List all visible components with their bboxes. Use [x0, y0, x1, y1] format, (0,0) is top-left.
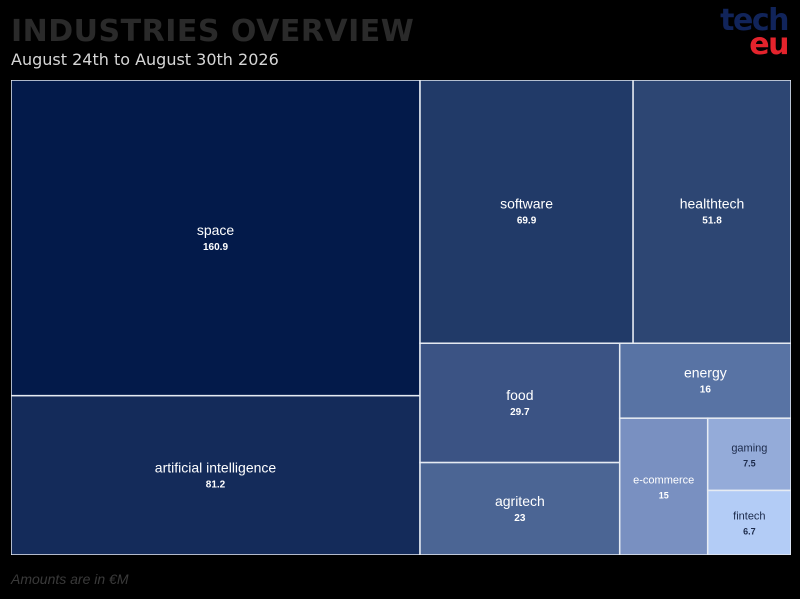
logo-text-eu: eu [749, 27, 789, 62]
tile-fintech: fintech 6.7 [706, 489, 791, 555]
tile-value: 69.9 [517, 216, 537, 227]
tile-label: food [506, 387, 533, 403]
tile-food: food 29.7 [419, 342, 621, 464]
tile-label: healthtech [680, 196, 745, 212]
tile-label: gaming [731, 442, 767, 454]
tile-label: energy [684, 365, 727, 381]
tile-value: 160.9 [203, 242, 228, 253]
tile-rect [419, 461, 621, 555]
tile-label: e-commerce [633, 475, 694, 487]
tile-artificial-intelligence: artificial intelligence 81.2 [11, 394, 421, 555]
logo-text-tech: tech [720, 3, 789, 38]
tile-value: 7.5 [743, 458, 756, 468]
tile-healthtech: healthtech 51.8 [632, 80, 791, 344]
tile-value: 51.8 [702, 216, 722, 227]
tile-rect [618, 417, 709, 555]
tile-value: 15 [659, 491, 669, 501]
tile-rect [11, 80, 421, 397]
tile-value: 6.7 [743, 527, 756, 537]
tile-rect [11, 394, 421, 555]
tile-e-commerce: e-commerce 15 [618, 417, 709, 555]
tile-energy: energy 16 [618, 342, 791, 419]
tile-software: software 69.9 [419, 80, 634, 344]
tile-value: 16 [700, 385, 712, 396]
tile-label: software [500, 196, 553, 212]
tile-label: artificial intelligence [155, 459, 277, 475]
tile-value: 29.7 [510, 407, 530, 418]
tile-value: 81.2 [206, 479, 226, 490]
tile-agritech: agritech 23 [419, 461, 621, 555]
tile-label: space [197, 222, 235, 238]
tile-label: fintech [733, 511, 765, 523]
industries-treemap: space 160.9 artificial intelligence 81.2 sof… [11, 80, 791, 555]
tile-value: 23 [514, 513, 526, 524]
tile-gaming: gaming 7.5 [706, 417, 791, 492]
tile-rect [632, 80, 791, 344]
tile-space: space 160.9 [11, 80, 421, 397]
tech-eu-logo: tech eu [718, 3, 789, 62]
subtitle: August 24th to August 30th 2026 [11, 50, 279, 69]
tile-label: agritech [495, 493, 545, 509]
footnote: Amounts are in €M [11, 571, 129, 587]
page-title: INDUSTRIES OVERVIEW [11, 14, 415, 49]
tile-rect [419, 342, 621, 464]
